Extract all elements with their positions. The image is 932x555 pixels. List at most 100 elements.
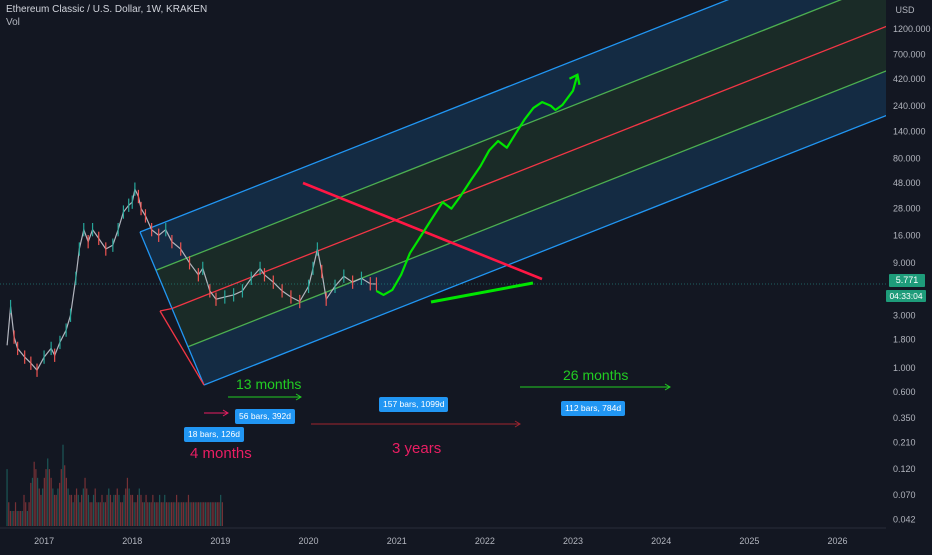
volume-bar xyxy=(6,469,8,526)
volume-bar xyxy=(196,502,198,526)
volume-bar xyxy=(98,502,100,526)
volume-bar xyxy=(30,482,32,526)
volume-bar xyxy=(143,502,145,526)
volume-bar xyxy=(191,502,193,526)
volume-bar xyxy=(31,477,34,526)
price-line xyxy=(6,187,377,372)
volume-bar xyxy=(103,502,105,526)
volume-bar xyxy=(81,494,83,526)
volume-bar xyxy=(164,494,166,526)
channel-upper-line xyxy=(139,0,730,233)
volume-bar xyxy=(64,465,66,526)
volume-bar xyxy=(126,477,129,526)
volume-bar xyxy=(179,502,181,526)
x-tick-label: 2021 xyxy=(387,536,407,546)
volume-bar xyxy=(74,494,76,526)
volume-bar xyxy=(87,494,90,526)
bars-range-label-56[interactable]: 56 bars, 392d xyxy=(235,409,295,424)
volume-bar xyxy=(147,502,149,526)
y-tick-label: 1.000 xyxy=(893,363,916,373)
bars-range-label-18[interactable]: 18 bars, 126d xyxy=(184,427,244,442)
time-axis[interactable]: 2017 2018 2019 2020 2021 2022 2023 2024 2025 2026 xyxy=(0,527,886,546)
x-tick-label: 2019 xyxy=(210,536,230,546)
volume-bar xyxy=(77,494,79,526)
volume-bar xyxy=(16,510,18,526)
volume-bar xyxy=(18,510,20,526)
channel-median-line xyxy=(171,7,932,310)
volume-bar xyxy=(175,494,178,526)
volume-bar xyxy=(57,488,59,526)
downtrend-line xyxy=(302,181,543,281)
volume-bar xyxy=(216,502,218,526)
volume-bar xyxy=(14,502,17,526)
volume-bar xyxy=(177,502,179,526)
volume-bar xyxy=(181,502,183,526)
volume-bar xyxy=(86,488,88,526)
y-tick-label: 3.000 xyxy=(893,310,916,320)
volume-bar xyxy=(43,477,45,526)
volume-bar xyxy=(109,494,112,526)
y-tick-label: 1.800 xyxy=(893,335,916,345)
bars-range-label-157[interactable]: 157 bars, 1099d xyxy=(379,397,449,412)
projection-arrowhead xyxy=(568,73,581,86)
x-tick-label: 2025 xyxy=(739,536,759,546)
y-tick-label: 140.000 xyxy=(893,127,926,137)
y-tick-label: 420.000 xyxy=(893,74,926,84)
y-tick-label: 9.000 xyxy=(893,258,916,268)
volume-bar xyxy=(155,502,157,526)
volume-bar xyxy=(94,488,96,526)
annotations: 4 months 13 months 3 years 26 months xyxy=(190,367,671,462)
volume-bar xyxy=(113,494,115,526)
volume-bar xyxy=(9,510,12,526)
volume-bar xyxy=(199,502,201,526)
volume-bar xyxy=(186,502,188,526)
bars-range-label-112[interactable]: 112 bars, 784d xyxy=(561,401,626,416)
volume-bar xyxy=(192,502,195,526)
y-tick-label: 0.042 xyxy=(893,514,916,524)
volume-legend[interactable]: Vol xyxy=(6,17,20,28)
volume-bar xyxy=(26,510,28,526)
volume-bar xyxy=(60,469,62,526)
y-tick-label: 80.000 xyxy=(893,153,921,163)
volume-bar xyxy=(69,494,71,526)
x-tick-label: 2023 xyxy=(563,536,583,546)
volume-bar xyxy=(170,502,173,526)
volume-bar xyxy=(131,494,134,526)
volume-bar xyxy=(21,510,23,526)
volume-bar xyxy=(70,494,73,526)
volume-bar xyxy=(125,488,127,526)
volume-bar xyxy=(135,502,137,526)
volume-bar xyxy=(214,502,217,526)
volume-bar xyxy=(40,494,42,526)
volume-bar xyxy=(38,488,40,526)
volume-bar xyxy=(194,502,196,526)
volume-bar xyxy=(136,494,139,526)
volume-bar xyxy=(213,502,215,526)
volume-bar xyxy=(8,502,10,526)
volume-bar xyxy=(116,488,118,526)
y-tick-label: 16.000 xyxy=(893,230,921,240)
volume-bar xyxy=(203,502,205,526)
volume-bar xyxy=(13,510,15,526)
volume-bar xyxy=(114,494,117,526)
symbol-title[interactable]: Ethereum Classic / U.S. Dollar, 1W, KRAK… xyxy=(6,4,208,15)
channel-upper-inner-line xyxy=(155,0,842,271)
volume-bar xyxy=(152,494,154,526)
volume-bar xyxy=(89,502,91,526)
volume-bar xyxy=(96,502,98,526)
volume-pane xyxy=(6,444,223,526)
volume-bar xyxy=(48,469,51,526)
arrow-4-months-head xyxy=(222,409,229,417)
volume-bar xyxy=(159,494,161,526)
volume-bar xyxy=(221,502,223,526)
trend-drawings[interactable] xyxy=(302,73,581,304)
channel-base-median xyxy=(159,307,173,312)
volume-bar xyxy=(208,502,210,526)
volume-bar xyxy=(35,469,37,526)
pitchfork-channel[interactable] xyxy=(139,0,932,386)
y-tick-label: 0.350 xyxy=(893,413,916,423)
volume-bar xyxy=(142,502,144,526)
volume-bar xyxy=(23,494,25,526)
